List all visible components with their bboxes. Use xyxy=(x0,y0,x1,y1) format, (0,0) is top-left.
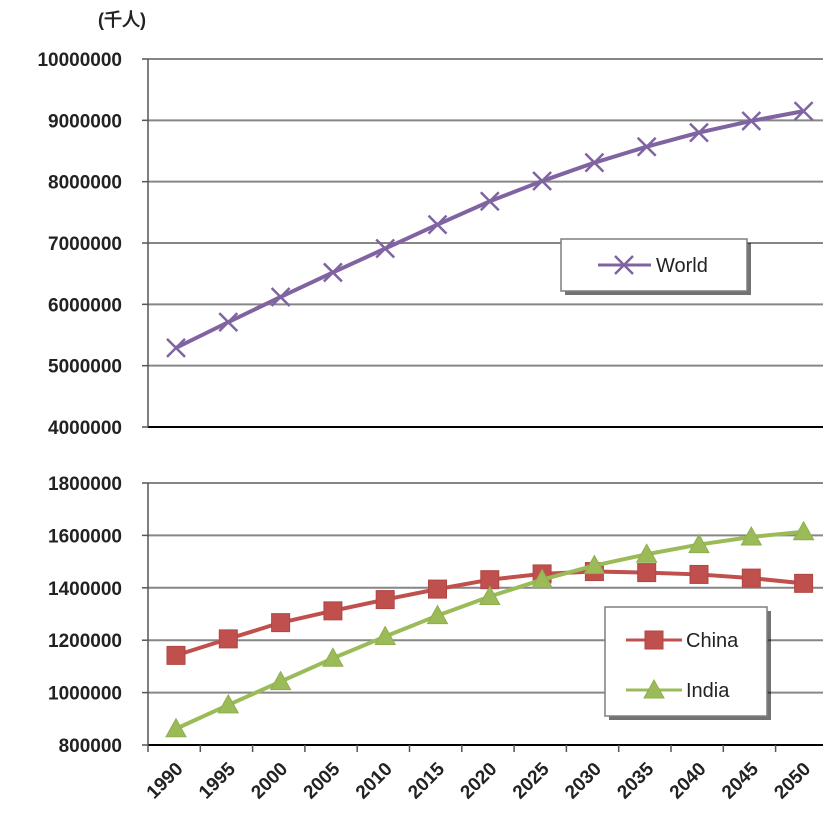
india-point xyxy=(322,647,344,667)
india-point xyxy=(426,604,449,625)
bottom-y-tick-label: 1000000 xyxy=(48,684,122,705)
world-point xyxy=(218,312,239,333)
india-point xyxy=(478,585,501,605)
china-point xyxy=(689,564,709,584)
bottom-y-tick-label: 1800000 xyxy=(48,474,122,495)
world-point xyxy=(584,152,605,173)
india-point xyxy=(531,568,553,589)
bottom-y-tick-label: 800000 xyxy=(59,736,122,757)
x-tick-label: 1990 xyxy=(143,759,188,804)
x-tick-label: 1995 xyxy=(195,758,240,803)
top-gridlines xyxy=(142,58,823,428)
india-point xyxy=(374,625,397,646)
top-y-tick-label: 8000000 xyxy=(48,173,122,194)
china-point xyxy=(271,613,291,633)
world-point xyxy=(375,238,396,259)
world-legend: World xyxy=(560,238,751,295)
india-legend-triangle-marker xyxy=(643,678,665,699)
x-tick-label: 2025 xyxy=(509,758,554,803)
x-tick-label: 2005 xyxy=(300,758,345,803)
bottom-y-tick-label: 1200000 xyxy=(48,631,122,652)
x-tick-label: 2020 xyxy=(457,759,502,804)
world-point xyxy=(532,171,552,191)
world-legend-label: World xyxy=(656,255,708,277)
bottom-y-tick-label: 1600000 xyxy=(48,526,122,547)
top-y-tick-label: 9000000 xyxy=(48,111,122,132)
china-india-legend: China India xyxy=(604,606,771,720)
x-tick-label: 2000 xyxy=(247,759,292,804)
china-point xyxy=(218,629,238,649)
india-point xyxy=(688,533,710,554)
india-legend-marker xyxy=(643,678,665,699)
x-tick-label: 2040 xyxy=(666,759,711,804)
unit-label: (千人) xyxy=(98,10,146,30)
top-y-tick-label: 7000000 xyxy=(48,234,122,255)
china-legend-label: China xyxy=(686,630,739,652)
bottom-y-tick-label: 1400000 xyxy=(48,579,122,600)
top-y-tick-label: 5000000 xyxy=(48,357,122,378)
world-series-line xyxy=(175,109,804,350)
top-y-tick-labels: 10000000 9000000 8000000 7000000 6000000 5000… xyxy=(37,50,122,439)
x-tick-label: 2050 xyxy=(770,759,815,804)
china-point xyxy=(375,590,395,610)
world-point xyxy=(741,111,762,131)
x-tick-label: 2045 xyxy=(718,758,763,803)
world-point xyxy=(166,337,186,358)
china-point xyxy=(637,563,657,583)
x-tick-label: 2030 xyxy=(561,759,606,804)
china-point xyxy=(794,573,814,593)
china-legend-marker xyxy=(644,630,664,650)
world-point xyxy=(793,101,814,122)
world-point xyxy=(479,191,500,212)
world-point xyxy=(270,287,291,307)
india-legend-label: India xyxy=(686,680,730,702)
top-y-tick-label: 10000000 xyxy=(37,50,122,71)
china-point xyxy=(166,645,186,665)
bottom-series xyxy=(165,520,815,738)
india-point xyxy=(740,525,763,546)
x-tick-labels: 1990 1995 2000 2005 2010 2015 2020 2025 2030 2035… xyxy=(143,758,815,803)
india-point xyxy=(217,693,240,714)
x-tick-label: 2010 xyxy=(352,759,397,804)
india-point xyxy=(583,554,606,575)
bottom-y-tick-labels: 1800000 1600000 1400000 1200000 1000000 80000… xyxy=(48,474,122,757)
world-legend-marker xyxy=(614,255,634,275)
china-legend-square-marker xyxy=(644,630,664,650)
world-point xyxy=(427,214,448,235)
top-y-tick-label: 4000000 xyxy=(48,418,122,439)
china-point xyxy=(428,579,447,599)
india-point xyxy=(792,520,815,541)
india-point xyxy=(165,717,187,738)
top-series xyxy=(166,101,814,358)
x-tick-label: 2015 xyxy=(404,758,449,803)
china-point xyxy=(741,568,761,588)
world-point xyxy=(636,136,657,157)
india-point xyxy=(269,670,292,691)
china-point xyxy=(323,601,343,621)
world-point xyxy=(323,262,343,283)
x-tick-label: 2035 xyxy=(613,758,658,803)
india-point xyxy=(635,543,658,563)
world-legend-x-marker xyxy=(614,255,634,275)
top-y-tick-label: 6000000 xyxy=(48,295,122,316)
world-point xyxy=(689,122,709,143)
